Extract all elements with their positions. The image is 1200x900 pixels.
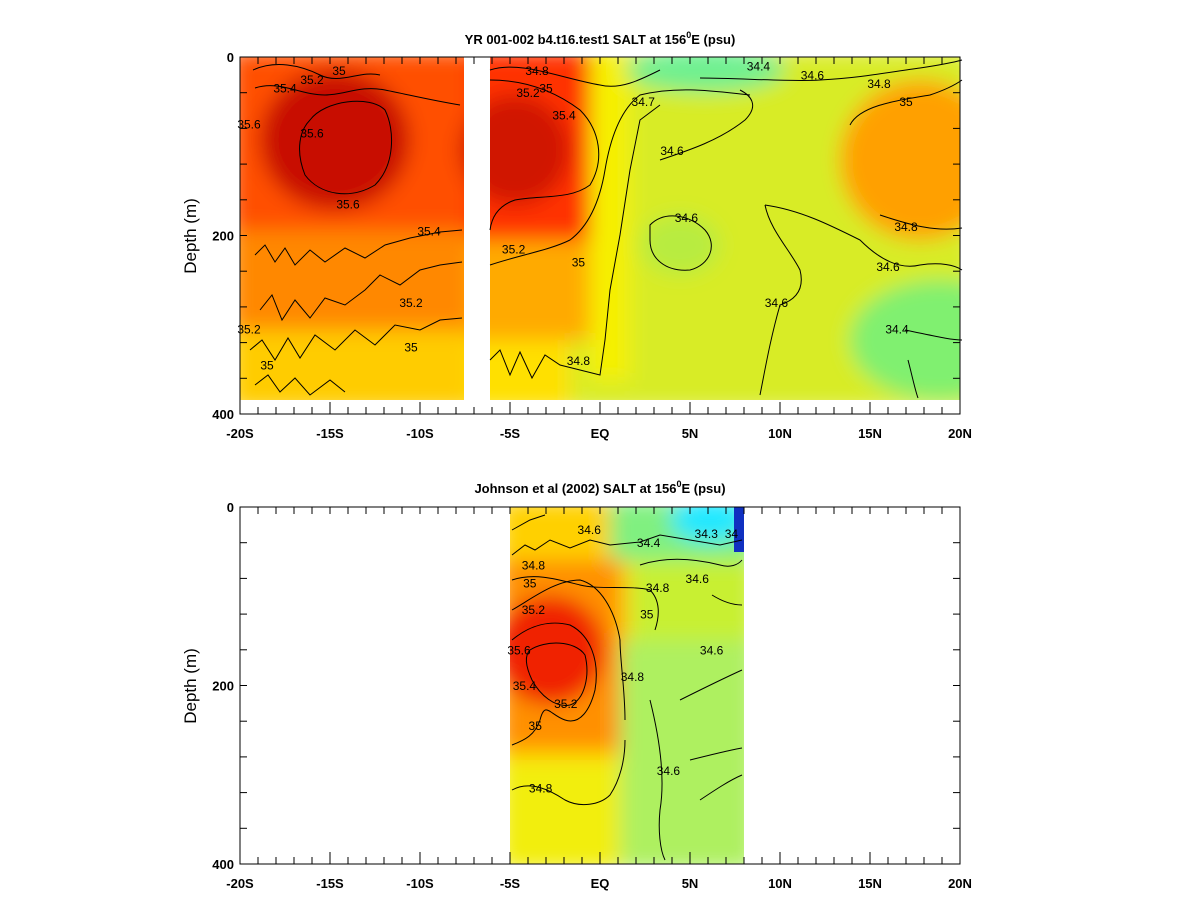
- panel-1-contour-labels: 34.6 34.4 34.3 34 34.8 35 34.8 34.6 35.2 35 35.6 34…: [507, 523, 738, 796]
- x-tick-label: 5N: [682, 876, 699, 891]
- panel-1: Johnson et al (2002) SALT at 1560E (psu): [181, 479, 972, 891]
- contour-label: 34.6: [801, 68, 825, 82]
- y-tick-label: 200: [212, 679, 234, 694]
- contour-label: 34.3: [695, 527, 719, 541]
- contour-label: 35: [539, 82, 553, 96]
- contour-label: 35: [529, 719, 543, 733]
- y-tick-label: 0: [227, 50, 234, 65]
- x-tick-label: 10N: [768, 426, 792, 441]
- contour-label: 34.8: [567, 354, 591, 368]
- contour-label: 34.6: [686, 572, 710, 586]
- panel-0-axes: -20S -15S -10S -5S EQ 5N 10N 15N 20N 0 200 400: [212, 50, 972, 441]
- x-tick-label: 10N: [768, 876, 792, 891]
- contour-label: 34.6: [578, 523, 602, 537]
- contour-label: 35.2: [300, 73, 324, 87]
- contour-label: 34.4: [637, 536, 661, 550]
- contour-label: 34.6: [876, 260, 900, 274]
- contour-label: 35.2: [522, 603, 546, 617]
- x-tick-label: -15S: [316, 426, 344, 441]
- contour-label: 34.6: [660, 144, 684, 158]
- panel-1-ylabel: Depth (m): [181, 648, 200, 724]
- contour-label: 34: [725, 527, 739, 541]
- contour-label: 35.4: [552, 108, 576, 122]
- panel-0-contour-labels: 3535.235.435.635.635.635.435.235.2353534…: [237, 59, 918, 372]
- contour-label: 34.8: [646, 581, 670, 595]
- contour-label: 35.4: [417, 225, 441, 239]
- x-tick-label: -10S: [406, 876, 434, 891]
- panel-0-salinity-field: [240, 57, 960, 400]
- x-tick-label: -5S: [500, 876, 521, 891]
- contour-label: 35.6: [336, 198, 360, 212]
- contour-label: 34.6: [675, 211, 699, 225]
- x-tick-label: 15N: [858, 876, 882, 891]
- contour-label: 35.4: [273, 82, 297, 96]
- contour-label: 35: [332, 64, 346, 78]
- y-tick-label: 400: [212, 857, 234, 872]
- contour-label: 34.8: [867, 77, 891, 91]
- x-tick-label: EQ: [591, 876, 610, 891]
- panel-0-data-gap: [464, 57, 490, 400]
- panel-0-contours: [249, 59, 963, 399]
- panel-1-title: Johnson et al (2002) SALT at 1560E (psu): [474, 479, 725, 496]
- panel-1-axes: -20S -15S -10S -5S EQ 5N 10N 15N 20N 0 200 400: [212, 500, 972, 891]
- panel-1-contours: [511, 514, 743, 861]
- contour-label: 35.2: [399, 296, 423, 310]
- contour-label: 35: [404, 341, 418, 355]
- contour-label: 34.8: [894, 220, 918, 234]
- x-tick-label: -20S: [226, 426, 254, 441]
- contour-label: 35.2: [237, 323, 261, 337]
- contour-label: 34.8: [525, 64, 549, 78]
- x-tick-label: EQ: [591, 426, 610, 441]
- x-tick-label: -15S: [316, 876, 344, 891]
- contour-label: 34.7: [632, 95, 656, 109]
- contour-label: 35.6: [237, 117, 261, 131]
- contour-label: 34.6: [657, 764, 681, 778]
- panel-0: YR 001-002 b4.t16.test1 SALT at 1560E (p…: [181, 30, 972, 441]
- contour-label: 35: [523, 576, 537, 590]
- contour-label: 35: [640, 608, 654, 622]
- y-tick-label: 0: [227, 500, 234, 515]
- y-tick-label: 400: [212, 407, 234, 422]
- contour-label: 34.8: [529, 782, 553, 796]
- x-tick-label: 20N: [948, 426, 972, 441]
- contour-label: 34.4: [885, 323, 909, 337]
- panel-0-ylabel: Depth (m): [181, 198, 200, 274]
- x-tick-label: 15N: [858, 426, 882, 441]
- contour-label: 34.8: [522, 558, 546, 572]
- contour-label: 35: [572, 256, 586, 270]
- contour-label: 35.4: [513, 679, 537, 693]
- x-tick-label: -10S: [406, 426, 434, 441]
- panel-0-title: YR 001-002 b4.t16.test1 SALT at 1560E (p…: [465, 30, 736, 47]
- contour-label: 34.6: [765, 296, 789, 310]
- x-tick-label: 5N: [682, 426, 699, 441]
- contour-label: 35.2: [502, 242, 526, 256]
- contour-label: 34.4: [747, 59, 771, 73]
- x-tick-label: -5S: [500, 426, 521, 441]
- x-tick-label: 20N: [948, 876, 972, 891]
- contour-label: 35.2: [554, 697, 578, 711]
- contour-label: 35.6: [507, 643, 531, 657]
- contour-label: 35.2: [516, 86, 540, 100]
- x-tick-label: -20S: [226, 876, 254, 891]
- y-tick-label: 200: [212, 229, 234, 244]
- contour-label: 34.6: [700, 643, 724, 657]
- contour-label: 35: [899, 95, 913, 109]
- contour-label: 34.8: [621, 670, 645, 684]
- contour-label: 35: [260, 358, 274, 372]
- contour-label: 35.6: [300, 126, 324, 140]
- panel-1-salinity-field: [510, 507, 744, 864]
